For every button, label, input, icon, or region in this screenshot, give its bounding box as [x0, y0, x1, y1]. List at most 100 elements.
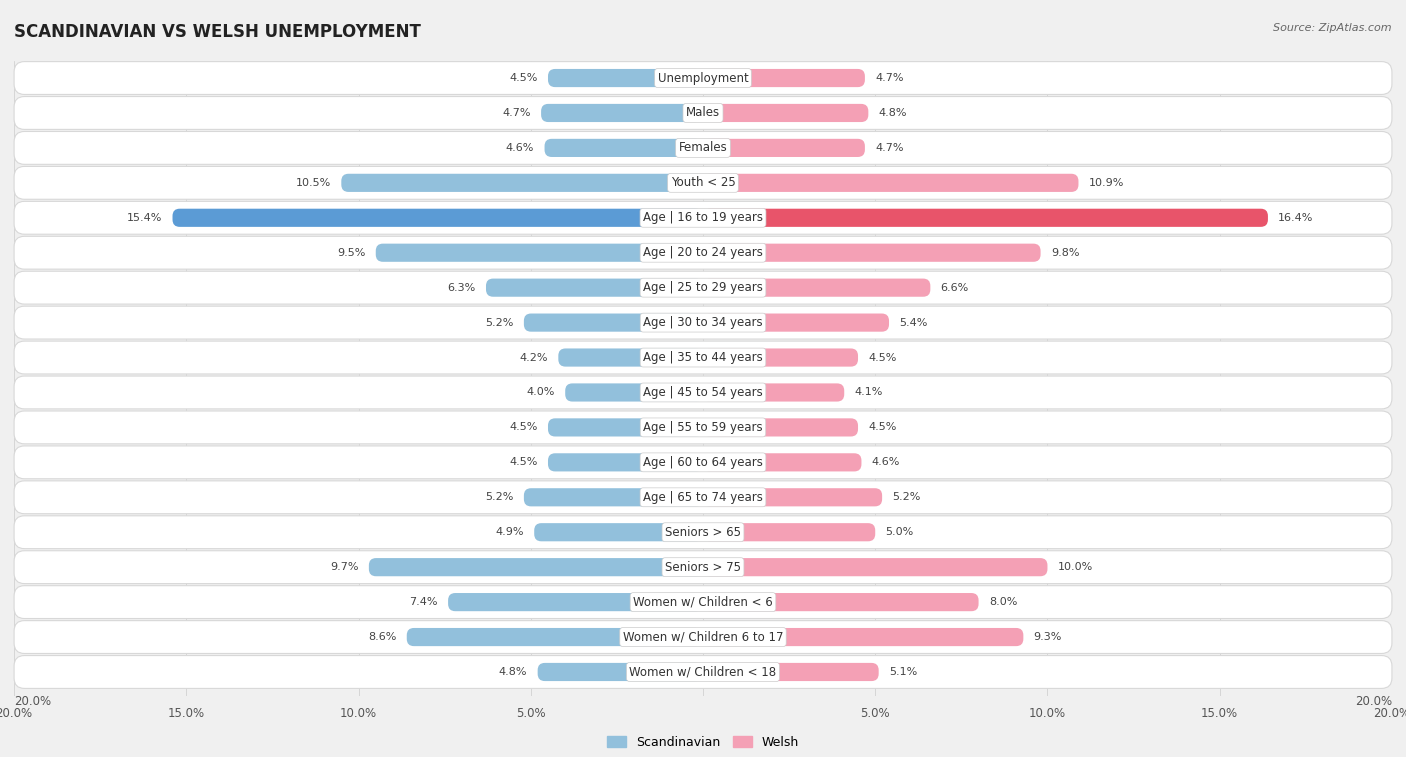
Text: 4.5%: 4.5%	[869, 422, 897, 432]
FancyBboxPatch shape	[486, 279, 703, 297]
Text: Women w/ Children < 18: Women w/ Children < 18	[630, 665, 776, 678]
FancyBboxPatch shape	[703, 663, 879, 681]
Text: Age | 35 to 44 years: Age | 35 to 44 years	[643, 351, 763, 364]
Text: Age | 30 to 34 years: Age | 30 to 34 years	[643, 316, 763, 329]
FancyBboxPatch shape	[14, 376, 1392, 409]
Text: 4.1%: 4.1%	[855, 388, 883, 397]
FancyBboxPatch shape	[703, 593, 979, 611]
FancyBboxPatch shape	[14, 411, 1392, 444]
FancyBboxPatch shape	[703, 174, 1078, 192]
Text: 4.6%: 4.6%	[872, 457, 900, 467]
FancyBboxPatch shape	[703, 628, 1024, 646]
FancyBboxPatch shape	[375, 244, 703, 262]
Text: Women w/ Children 6 to 17: Women w/ Children 6 to 17	[623, 631, 783, 643]
FancyBboxPatch shape	[548, 419, 703, 437]
Text: 5.0%: 5.0%	[886, 527, 914, 537]
Text: Seniors > 65: Seniors > 65	[665, 525, 741, 539]
Text: Age | 20 to 24 years: Age | 20 to 24 years	[643, 246, 763, 259]
Text: 5.2%: 5.2%	[893, 492, 921, 503]
FancyBboxPatch shape	[703, 313, 889, 332]
Text: 4.5%: 4.5%	[869, 353, 897, 363]
FancyBboxPatch shape	[524, 313, 703, 332]
Text: SCANDINAVIAN VS WELSH UNEMPLOYMENT: SCANDINAVIAN VS WELSH UNEMPLOYMENT	[14, 23, 420, 41]
FancyBboxPatch shape	[14, 621, 1392, 653]
FancyBboxPatch shape	[703, 419, 858, 437]
FancyBboxPatch shape	[14, 132, 1392, 164]
Text: 4.6%: 4.6%	[506, 143, 534, 153]
FancyBboxPatch shape	[14, 446, 1392, 478]
FancyBboxPatch shape	[703, 139, 865, 157]
Text: 10.5%: 10.5%	[295, 178, 330, 188]
FancyBboxPatch shape	[14, 341, 1392, 374]
FancyBboxPatch shape	[703, 209, 1268, 227]
Text: Age | 60 to 64 years: Age | 60 to 64 years	[643, 456, 763, 469]
Text: 8.6%: 8.6%	[368, 632, 396, 642]
FancyBboxPatch shape	[14, 306, 1392, 339]
Text: Source: ZipAtlas.com: Source: ZipAtlas.com	[1274, 23, 1392, 33]
Text: Age | 45 to 54 years: Age | 45 to 54 years	[643, 386, 763, 399]
FancyBboxPatch shape	[14, 481, 1392, 514]
FancyBboxPatch shape	[14, 236, 1392, 269]
Text: 20.0%: 20.0%	[14, 695, 51, 708]
Text: 5.4%: 5.4%	[900, 318, 928, 328]
Text: 4.7%: 4.7%	[875, 143, 904, 153]
Text: 4.5%: 4.5%	[509, 457, 537, 467]
FancyBboxPatch shape	[703, 69, 865, 87]
FancyBboxPatch shape	[544, 139, 703, 157]
Text: 4.2%: 4.2%	[519, 353, 548, 363]
FancyBboxPatch shape	[703, 244, 1040, 262]
Text: 4.8%: 4.8%	[499, 667, 527, 677]
Text: Age | 25 to 29 years: Age | 25 to 29 years	[643, 281, 763, 294]
Text: Age | 55 to 59 years: Age | 55 to 59 years	[643, 421, 763, 434]
Text: 7.4%: 7.4%	[409, 597, 437, 607]
FancyBboxPatch shape	[368, 558, 703, 576]
FancyBboxPatch shape	[534, 523, 703, 541]
Text: 5.2%: 5.2%	[485, 318, 513, 328]
Text: 10.0%: 10.0%	[1057, 562, 1092, 572]
FancyBboxPatch shape	[14, 167, 1392, 199]
Text: Age | 65 to 74 years: Age | 65 to 74 years	[643, 491, 763, 504]
FancyBboxPatch shape	[524, 488, 703, 506]
Text: 5.2%: 5.2%	[485, 492, 513, 503]
FancyBboxPatch shape	[449, 593, 703, 611]
Text: Seniors > 75: Seniors > 75	[665, 561, 741, 574]
FancyBboxPatch shape	[14, 516, 1392, 549]
Text: 9.7%: 9.7%	[330, 562, 359, 572]
FancyBboxPatch shape	[14, 97, 1392, 129]
FancyBboxPatch shape	[703, 279, 931, 297]
FancyBboxPatch shape	[14, 551, 1392, 584]
Text: 6.3%: 6.3%	[447, 282, 475, 293]
Legend: Scandinavian, Welsh: Scandinavian, Welsh	[602, 731, 804, 754]
FancyBboxPatch shape	[14, 271, 1392, 304]
FancyBboxPatch shape	[703, 558, 1047, 576]
FancyBboxPatch shape	[541, 104, 703, 122]
Text: 4.5%: 4.5%	[509, 73, 537, 83]
Text: Women w/ Children < 6: Women w/ Children < 6	[633, 596, 773, 609]
FancyBboxPatch shape	[173, 209, 703, 227]
Text: Youth < 25: Youth < 25	[671, 176, 735, 189]
Text: Age | 16 to 19 years: Age | 16 to 19 years	[643, 211, 763, 224]
FancyBboxPatch shape	[14, 656, 1392, 688]
FancyBboxPatch shape	[703, 383, 844, 401]
FancyBboxPatch shape	[406, 628, 703, 646]
FancyBboxPatch shape	[558, 348, 703, 366]
Text: Females: Females	[679, 142, 727, 154]
Text: 4.8%: 4.8%	[879, 108, 907, 118]
Text: 9.8%: 9.8%	[1050, 248, 1080, 257]
Text: 9.5%: 9.5%	[337, 248, 366, 257]
Text: Unemployment: Unemployment	[658, 71, 748, 85]
FancyBboxPatch shape	[14, 201, 1392, 234]
Text: 9.3%: 9.3%	[1033, 632, 1062, 642]
Text: 4.7%: 4.7%	[502, 108, 531, 118]
Text: 4.9%: 4.9%	[495, 527, 524, 537]
FancyBboxPatch shape	[703, 453, 862, 472]
Text: 10.9%: 10.9%	[1088, 178, 1125, 188]
Text: 4.5%: 4.5%	[509, 422, 537, 432]
Text: 6.6%: 6.6%	[941, 282, 969, 293]
Text: 8.0%: 8.0%	[988, 597, 1018, 607]
FancyBboxPatch shape	[14, 61, 1392, 95]
Text: Males: Males	[686, 107, 720, 120]
Text: 4.7%: 4.7%	[875, 73, 904, 83]
Text: 4.0%: 4.0%	[526, 388, 555, 397]
FancyBboxPatch shape	[342, 174, 703, 192]
